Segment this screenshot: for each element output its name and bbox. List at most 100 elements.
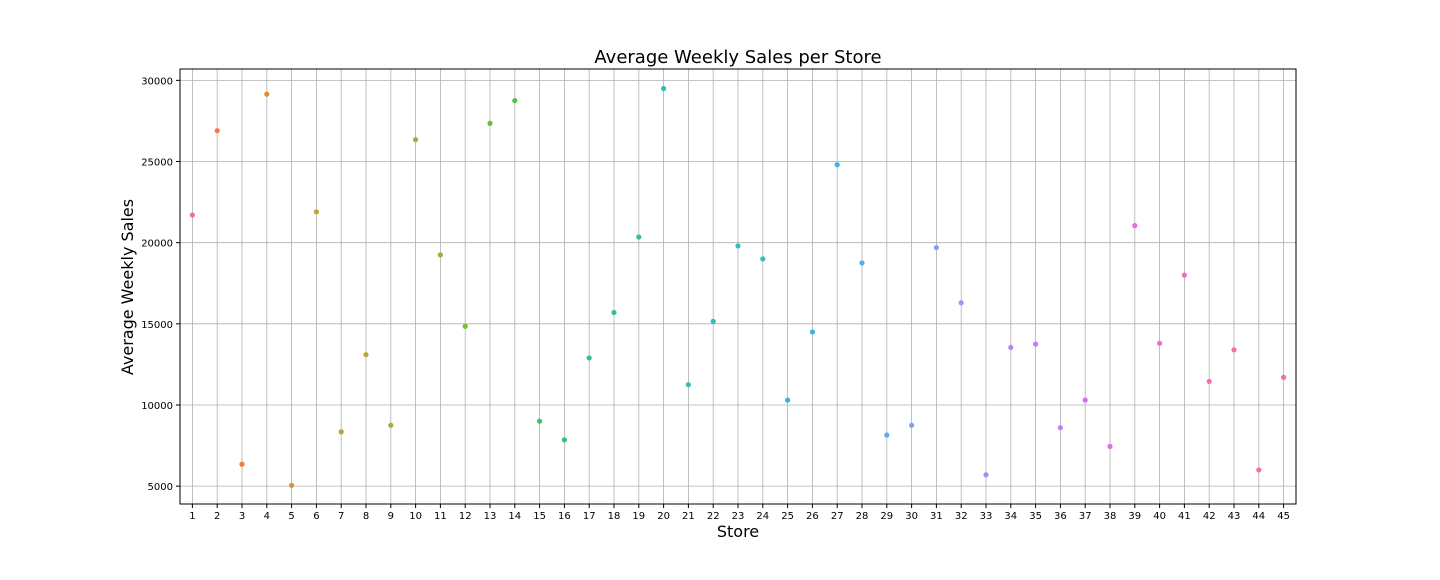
x-tick-label: 38 <box>1104 511 1117 522</box>
data-point-store-40 <box>1157 340 1163 346</box>
x-tick-label: 29 <box>880 511 893 522</box>
data-point-store-27 <box>834 162 840 168</box>
data-point-store-39 <box>1132 223 1138 229</box>
x-tick-label: 12 <box>459 511 472 522</box>
data-point-store-5 <box>289 482 295 488</box>
x-tick-label: 18 <box>608 511 621 522</box>
data-point-store-1 <box>189 212 195 218</box>
x-axis-label: Store <box>717 522 759 541</box>
data-point-store-13 <box>487 120 493 126</box>
x-tick-label: 39 <box>1128 511 1141 522</box>
data-point-store-31 <box>933 244 940 251</box>
y-tick-label: 10000 <box>141 401 173 412</box>
data-point-store-28 <box>859 260 865 266</box>
x-tick-label: 5 <box>288 511 294 522</box>
y-tick-label: 20000 <box>141 239 173 250</box>
data-point-store-44 <box>1256 467 1262 473</box>
data-point-store-36 <box>1057 425 1063 431</box>
data-point-store-14 <box>512 98 518 104</box>
x-tick-label: 15 <box>533 511 546 522</box>
x-tick-label: 25 <box>781 511 794 522</box>
x-tick-label: 37 <box>1079 511 1092 522</box>
x-tick-label: 10 <box>409 511 422 522</box>
x-axis-ticks: 1 2 3 4 5 6 7 8 9 10 11 12 13 14 15 16 17 18 19 20 21 22 23 24 2… <box>189 504 1290 522</box>
x-tick-label: 41 <box>1178 511 1191 522</box>
y-tick-label: 5000 <box>148 482 173 493</box>
data-point-store-4 <box>264 91 270 97</box>
data-point-store-18 <box>611 309 617 316</box>
data-point-store-22 <box>710 318 716 324</box>
x-tick-label: 34 <box>1004 511 1017 522</box>
x-tick-label: 13 <box>484 511 497 522</box>
x-tick-label: 31 <box>930 511 943 522</box>
data-point-store-23 <box>735 243 741 249</box>
data-point-store-29 <box>884 432 890 438</box>
data-point-store-20 <box>661 85 667 92</box>
data-point-store-37 <box>1082 397 1088 403</box>
x-tick-label: 26 <box>806 511 819 522</box>
x-tick-label: 24 <box>756 511 769 522</box>
x-tick-label: 22 <box>707 511 720 522</box>
x-tick-label: 28 <box>856 511 869 522</box>
data-point-store-35 <box>1033 341 1039 347</box>
x-tick-label: 33 <box>980 511 993 522</box>
x-tick-label: 11 <box>434 511 447 522</box>
x-tick-label: 45 <box>1277 511 1290 522</box>
data-point-store-2 <box>214 128 220 134</box>
x-tick-label: 44 <box>1252 511 1265 522</box>
x-tick-label: 35 <box>1029 511 1042 522</box>
data-point-store-7 <box>338 429 344 435</box>
y-axis-ticks: 5000 10000 15000 20000 25000 30000 <box>141 76 180 493</box>
data-point-store-25 <box>785 397 791 403</box>
x-tick-label: 17 <box>583 511 596 522</box>
x-tick-label: 9 <box>388 511 394 522</box>
x-tick-label: 43 <box>1228 511 1241 522</box>
data-point-store-12 <box>462 323 468 329</box>
data-point-store-33 <box>983 472 989 478</box>
x-tick-label: 19 <box>632 511 645 522</box>
data-point-store-21 <box>685 382 692 388</box>
data-point-store-3 <box>239 461 245 467</box>
x-tick-label: 32 <box>955 511 968 522</box>
y-tick-label: 25000 <box>141 158 173 169</box>
plot-frame <box>179 68 1297 505</box>
data-points <box>189 85 1287 488</box>
data-point-store-42 <box>1206 378 1212 385</box>
x-tick-label: 4 <box>264 511 270 522</box>
x-tick-label: 6 <box>313 511 319 522</box>
data-point-store-45 <box>1281 374 1287 380</box>
x-tick-label: 20 <box>657 511 670 522</box>
y-tick-label: 15000 <box>141 320 173 331</box>
data-point-store-38 <box>1107 443 1113 449</box>
data-point-store-8 <box>363 352 369 358</box>
x-tick-label: 14 <box>508 511 521 522</box>
data-point-store-24 <box>760 256 766 262</box>
grid-lines <box>180 69 1296 504</box>
x-tick-label: 42 <box>1203 511 1216 522</box>
x-tick-label: 21 <box>682 511 695 522</box>
data-point-store-34 <box>1008 344 1014 350</box>
y-axis-label: Average Weekly Sales <box>118 199 137 375</box>
x-tick-label: 30 <box>905 511 918 522</box>
data-point-store-41 <box>1181 272 1187 278</box>
x-tick-label: 36 <box>1054 511 1067 522</box>
data-point-store-43 <box>1231 347 1237 353</box>
y-tick-label: 30000 <box>141 76 173 87</box>
chart-title: Average Weekly Sales per Store <box>594 47 881 68</box>
data-point-store-16 <box>561 437 568 443</box>
x-tick-label: 40 <box>1153 511 1166 522</box>
x-tick-label: 1 <box>189 511 195 522</box>
data-point-store-30 <box>909 422 915 428</box>
data-point-store-19 <box>636 234 642 240</box>
x-tick-label: 7 <box>338 511 344 522</box>
x-tick-label: 27 <box>831 511 844 522</box>
data-point-store-15 <box>537 418 543 424</box>
data-point-store-11 <box>437 252 443 258</box>
data-point-store-9 <box>388 422 394 428</box>
data-point-store-17 <box>586 355 592 361</box>
data-point-store-26 <box>809 329 816 335</box>
x-tick-label: 8 <box>363 511 369 522</box>
data-point-store-10 <box>413 137 419 143</box>
